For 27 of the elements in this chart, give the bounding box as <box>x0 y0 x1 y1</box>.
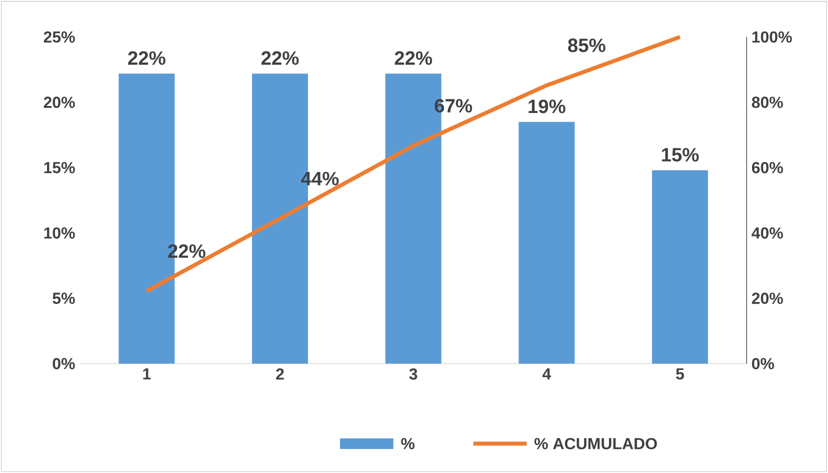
bar <box>652 170 708 364</box>
x-tick-label: 4 <box>542 368 552 380</box>
y-tick-label: 5% <box>52 292 75 304</box>
x-tick-label: 2 <box>276 368 284 380</box>
y2-tick-label: 0% <box>752 358 774 370</box>
data-label: 85% <box>568 38 606 52</box>
data-label: 15% <box>662 148 699 162</box>
y-tick-label: 10% <box>44 227 75 239</box>
y-tick-label: 20% <box>44 96 75 108</box>
x-tick-label: 5 <box>676 368 684 380</box>
y2-tick-label: 40% <box>752 227 783 239</box>
y2-tick-label: 100% <box>752 31 792 43</box>
data-label: 19% <box>528 100 566 114</box>
legend-label: % ACUMULADO <box>534 438 657 450</box>
data-label: 22% <box>128 51 166 65</box>
y-tick-label: 25% <box>44 31 75 43</box>
data-label: 22% <box>261 51 299 65</box>
bar <box>518 122 575 364</box>
x-tick-label: 3 <box>409 368 418 380</box>
y2-tick-label: 60% <box>752 162 783 174</box>
x-tick-label: 1 <box>143 368 151 380</box>
legend-label: % <box>401 438 415 450</box>
y-tick-label: 15% <box>44 162 75 174</box>
y2-tick-label: 80% <box>752 96 783 108</box>
data-label: 22% <box>394 51 432 65</box>
y-tick-label: 0% <box>52 358 75 370</box>
y2-tick-label: 20% <box>752 292 783 304</box>
